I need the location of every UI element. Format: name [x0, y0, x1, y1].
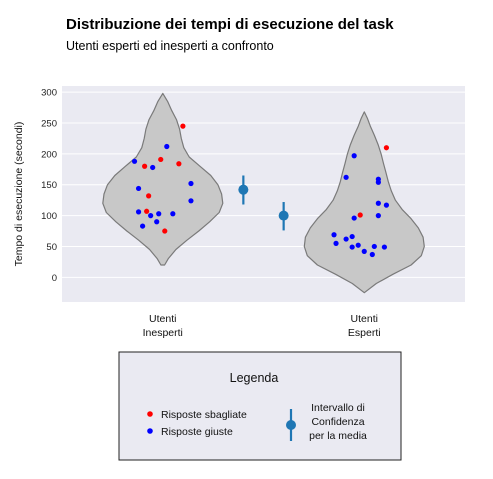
correct-answer-point: [375, 213, 381, 219]
correct-answer-point: [170, 211, 176, 217]
y-tick-label: 250: [41, 119, 57, 130]
wrong-answer-point: [144, 208, 150, 214]
correct-answer-point: [135, 209, 142, 215]
ci-mean-marker: [278, 210, 289, 221]
correct-answer-point: [355, 242, 361, 248]
correct-answer-point: [381, 244, 387, 250]
correct-answer-point: [135, 185, 142, 192]
correct-answer-point: [383, 202, 390, 208]
wrong-answer-point: [162, 228, 168, 234]
correct-answer-point: [188, 198, 194, 204]
legend-dot-marker: [147, 428, 153, 434]
correct-answer-point: [164, 143, 170, 150]
wrong-answer-point: [383, 145, 390, 151]
correct-answer-point: [150, 164, 156, 171]
wrong-answer-point: [357, 212, 363, 218]
correct-answer-point: [371, 243, 377, 250]
y-tick-label: 300: [41, 88, 57, 99]
legend-title: Legenda: [230, 371, 279, 385]
correct-answer-point: [333, 240, 339, 246]
x-category-label: Utenti Esperti: [348, 313, 381, 339]
legend-item-label: Risposte giuste: [161, 426, 233, 438]
correct-answer-point: [343, 236, 349, 242]
x-category-label: Utenti Inesperti: [143, 313, 183, 339]
correct-answer-point: [140, 223, 146, 229]
violin-1: [303, 111, 425, 294]
wrong-answer-point: [180, 123, 186, 129]
wrong-answer-point: [142, 163, 148, 169]
correct-answer-point: [349, 244, 355, 250]
legend-item-label: Risposte sbagliate: [161, 409, 247, 421]
correct-answer-point: [351, 153, 357, 159]
y-tick-label: 150: [41, 180, 57, 191]
chart-title: Distribuzione dei tempi di esecuzione de…: [66, 16, 394, 33]
y-tick-label: 50: [46, 242, 57, 253]
correct-answer-point: [131, 158, 138, 164]
legend-box: [118, 351, 402, 461]
correct-answer-point: [375, 179, 381, 185]
y-tick-label: 100: [41, 211, 57, 222]
correct-answer-point: [156, 211, 162, 217]
correct-answer-point: [349, 233, 355, 240]
legend-errorbar-dot: [286, 420, 296, 430]
legend-dot-marker: [147, 411, 153, 417]
violin-0: [102, 92, 224, 266]
correct-answer-point: [188, 180, 194, 187]
y-tick-label: 200: [41, 149, 57, 160]
correct-answer-point: [154, 219, 160, 225]
correct-answer-point: [369, 251, 375, 258]
ci-mean-marker: [238, 184, 249, 195]
correct-answer-point: [351, 215, 357, 221]
legend-item-label: Intervallo di Confidenza per la media: [309, 402, 367, 442]
wrong-answer-point: [158, 156, 164, 163]
y-tick-label: 0: [52, 273, 57, 284]
y-axis-label: Tempo di esecuzione (secondi): [13, 122, 25, 267]
correct-answer-point: [331, 232, 337, 238]
correct-answer-point: [375, 200, 381, 206]
correct-answer-point: [361, 248, 367, 254]
correct-answer-point: [343, 174, 349, 180]
chart-subtitle: Utenti esperti ed inesperti a confronto: [66, 39, 274, 53]
wrong-answer-point: [146, 193, 152, 199]
correct-answer-point: [148, 213, 154, 219]
wrong-answer-point: [176, 161, 182, 167]
